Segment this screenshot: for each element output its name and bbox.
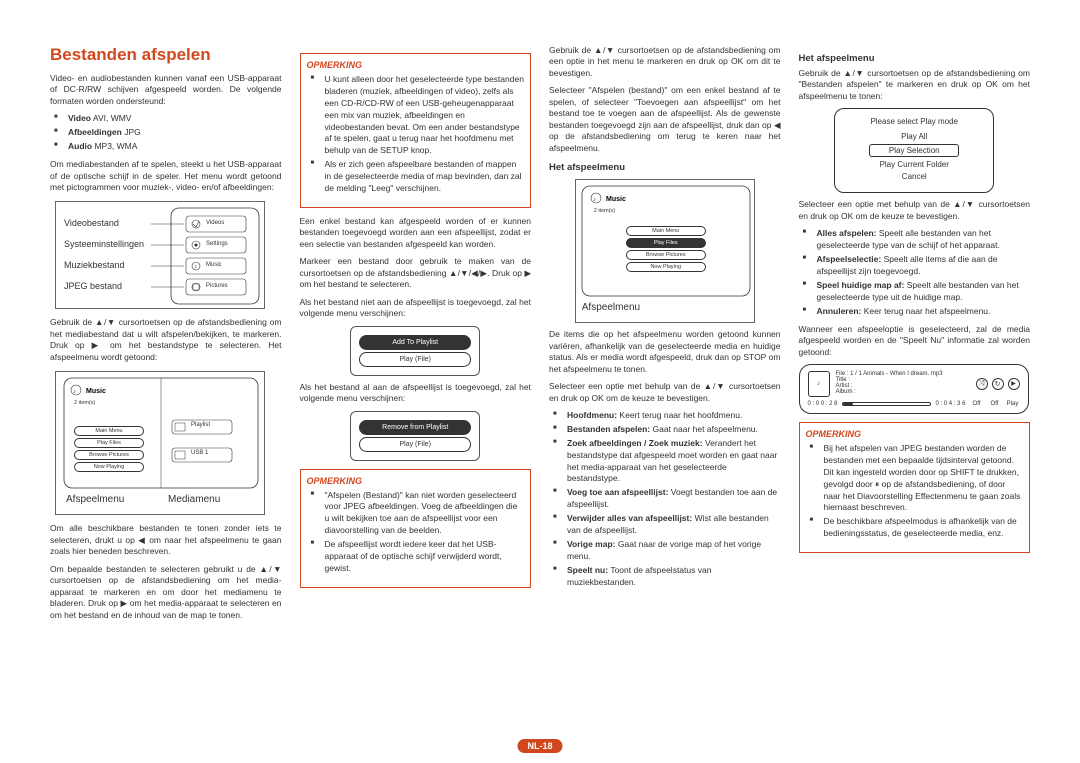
afspeelmenu-diagram: ♪ Music 2 item(s) Main Menu Play Files B…: [575, 179, 755, 323]
afspeel-media-diagram: ♪ Music 2 item(s) Main Menu Play Files B…: [55, 371, 265, 515]
remark-box-3: OPMERKING Bij het afspelen van JPEG best…: [799, 422, 1031, 553]
c2-p4: Als het bestand al aan de afspeellijst i…: [300, 382, 532, 405]
c4-options: Alles afspelen: Speelt alle bestanden va…: [799, 228, 1031, 317]
c1-p5: Om bepaalde bestanden te selecteren gebr…: [50, 564, 282, 621]
svg-text:♪: ♪: [194, 264, 197, 270]
c1-p1: Video- en audiobestanden kunnen vanaf ee…: [50, 73, 282, 107]
c3-menu-items: Hoofdmenu: Keert terug naar het hoofdmen…: [549, 410, 781, 588]
page-number: NL-18: [517, 739, 562, 753]
now-playing-panel: ♪ File : 1 / 1 Animals - When I dream. m…: [799, 364, 1029, 414]
c1-p4: Om alle beschikbare bestanden te tonen z…: [50, 523, 282, 557]
c3-section: Het afspeelmenu: [549, 162, 781, 173]
formats-list: Video AVI, WMV Afbeeldingen JPG Audio MP…: [50, 113, 282, 153]
c3-p3: De items die op het afspeelmenu worden g…: [549, 329, 781, 375]
svg-text:♪: ♪: [593, 197, 596, 203]
svg-text:Music: Music: [606, 196, 626, 203]
media-type-diagram: ♪ Videobestand Systeeminstellingen Muzie…: [55, 201, 265, 309]
c1-p3: Gebruik de ▲/▼ cursortoetsen op de afsta…: [50, 317, 282, 363]
c2-p1: Een enkel bestand kan afgespeeld worden …: [300, 216, 532, 250]
play-icon: ▶: [1008, 378, 1020, 390]
play-mode-menu: Please select Play mode Play All Play Se…: [834, 108, 994, 193]
column-4: Het afspeelmenu Gebruik de ▲/▼ cursortoe…: [799, 45, 1031, 627]
column-3: Gebruik de ▲/▼ cursortoetsen op de afsta…: [549, 45, 781, 627]
c3-p2: Selecteer "Afspelen (bestand)" om een en…: [549, 85, 781, 154]
svg-text:♪: ♪: [73, 389, 76, 395]
menu-ill-1: Add To Playlist Play (File): [350, 326, 480, 376]
c4-p1: Gebruik de ▲/▼ cursortoetsen op de afsta…: [799, 68, 1031, 102]
c4-p3: Wanneer een afspeeloptie is geselecteerd…: [799, 324, 1031, 358]
c4-section: Het afspeelmenu: [799, 53, 1031, 64]
shuffle-icon: ⤨: [976, 378, 988, 390]
menu-ill-2: Remove from Playlist Play (File): [350, 411, 480, 461]
c2-p3: Als het bestand niet aan de afspeellijst…: [300, 297, 532, 320]
svg-text:Music: Music: [86, 388, 106, 395]
column-1: Bestanden afspelen Video- en audiobestan…: [50, 45, 282, 627]
c3-p4: Selecteer een optie met behulp van de ▲/…: [549, 381, 781, 404]
remark-box-2: OPMERKING "Afspelen (Bestand)" kan niet …: [300, 469, 532, 588]
c4-p2: Selecteer een optie met behulp van de ▲/…: [799, 199, 1031, 222]
remark-box-1: OPMERKING U kunt alleen door het geselec…: [300, 53, 532, 208]
page-title: Bestanden afspelen: [50, 45, 282, 65]
c1-p2: Om mediabestanden af te spelen, steekt u…: [50, 159, 282, 193]
c2-p2: Markeer een bestand door gebruik te make…: [300, 256, 532, 290]
c3-p1: Gebruik de ▲/▼ cursortoetsen op de afsta…: [549, 45, 781, 79]
repeat-icon: ↻: [992, 378, 1004, 390]
column-2: OPMERKING U kunt alleen door het geselec…: [300, 45, 532, 627]
